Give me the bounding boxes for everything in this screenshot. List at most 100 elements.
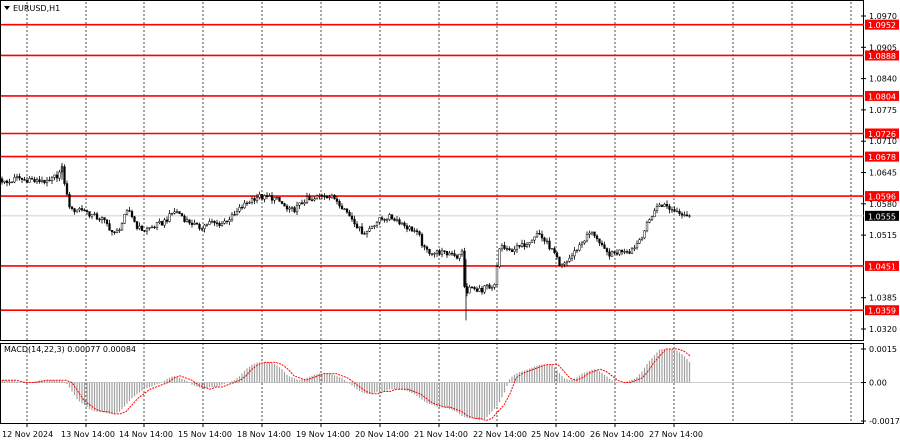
candle-body (25, 180, 29, 183)
candle-body (608, 251, 611, 257)
candle-body (370, 226, 374, 229)
candle-body (223, 220, 226, 224)
candle-body (288, 207, 291, 210)
candle-body (373, 225, 376, 227)
candle-body (303, 202, 306, 205)
macd-panel (1, 348, 864, 422)
candle-body (495, 266, 499, 285)
candle-body (468, 286, 471, 294)
level-label-bg (865, 128, 899, 139)
level-label: 1.0804 (868, 92, 896, 101)
candle-body (233, 214, 236, 216)
candle-body (308, 196, 311, 201)
candle-body (5, 180, 9, 183)
candle-body (448, 252, 451, 256)
x-tick-label: 26 Nov 14:00 (590, 430, 644, 439)
candle-body (190, 222, 194, 225)
candle-body (393, 218, 396, 221)
candle-body (163, 219, 166, 226)
candle-body (35, 179, 39, 183)
candle-body (505, 248, 509, 250)
candle-body (100, 217, 104, 221)
candle-body (310, 199, 314, 201)
x-tick-label: 18 Nov 14:00 (237, 430, 291, 439)
candle-body (325, 195, 329, 199)
candle-body (148, 227, 151, 229)
candle-body (445, 250, 449, 256)
x-tick-label: 25 Nov 14:00 (531, 430, 585, 439)
candle-body (385, 219, 389, 221)
candle-body (350, 215, 354, 220)
y-tick-label: 1.0580 (869, 200, 897, 209)
candle-body (458, 253, 461, 259)
candle-body (83, 209, 86, 212)
candle-body (243, 202, 246, 209)
candle-body (580, 242, 584, 246)
candle-body (75, 209, 79, 213)
candle-body (548, 240, 551, 250)
candle-body (63, 166, 66, 184)
candle-body (430, 253, 434, 255)
overlay: EURUSD,H1 MACD(14,22,3) 0.00077 0.00084 (4, 4, 136, 354)
candle-body (3, 180, 6, 183)
candle-body (108, 223, 111, 231)
candle-body (498, 248, 501, 267)
candle-body (88, 211, 91, 217)
candle-body (360, 226, 364, 234)
candle-body (660, 204, 664, 207)
candle-body (460, 250, 464, 255)
candle-body (518, 245, 521, 247)
candle-body (155, 222, 159, 228)
candle-body (590, 231, 594, 234)
macd-panel-frame (0, 343, 864, 424)
candle-body (438, 250, 441, 255)
candle-body (193, 222, 196, 225)
candle-body (140, 225, 144, 231)
candle-body (188, 219, 191, 224)
window-title: EURUSD,H1 (13, 4, 60, 13)
candle-body (150, 226, 154, 229)
y-tick-label: 1.0775 (869, 106, 897, 115)
candles (0, 162, 691, 321)
candle-body (450, 252, 454, 255)
candle-body (10, 181, 14, 184)
candle-body (93, 213, 96, 215)
candle-body (230, 214, 234, 220)
level-label-bg (865, 90, 899, 101)
level-label: 1.0952 (868, 21, 896, 30)
candle-body (343, 208, 346, 210)
candle-body (130, 211, 134, 217)
candle-body (165, 219, 169, 222)
candle-body (228, 219, 231, 222)
candle-body (378, 217, 381, 223)
candle-body (620, 249, 624, 253)
candle-body (65, 183, 69, 195)
candle-body (235, 211, 239, 215)
candle-body (685, 214, 689, 217)
candle-body (290, 207, 294, 209)
candle-body (118, 229, 121, 232)
candle-body (655, 206, 659, 212)
candle-body (635, 243, 639, 249)
candle-body (270, 195, 274, 201)
candle-body (475, 288, 479, 292)
candle-body (658, 204, 661, 207)
candle-body (0, 178, 4, 183)
candle-body (73, 208, 76, 213)
candle-body (305, 196, 309, 203)
candle-body (70, 206, 74, 209)
candle-body (568, 257, 571, 262)
candle-body (13, 177, 16, 183)
candle-body (68, 193, 71, 208)
candle-body (283, 203, 286, 207)
triangle-down-icon[interactable] (4, 6, 10, 10)
candle-body (178, 211, 181, 214)
candle-body (413, 230, 416, 232)
candle-body (195, 222, 199, 225)
x-tick-label: 21 Nov 14:00 (414, 430, 468, 439)
candle-body (185, 219, 189, 222)
candle-body (423, 245, 426, 248)
candle-body (58, 171, 61, 179)
candle-body (168, 213, 171, 222)
